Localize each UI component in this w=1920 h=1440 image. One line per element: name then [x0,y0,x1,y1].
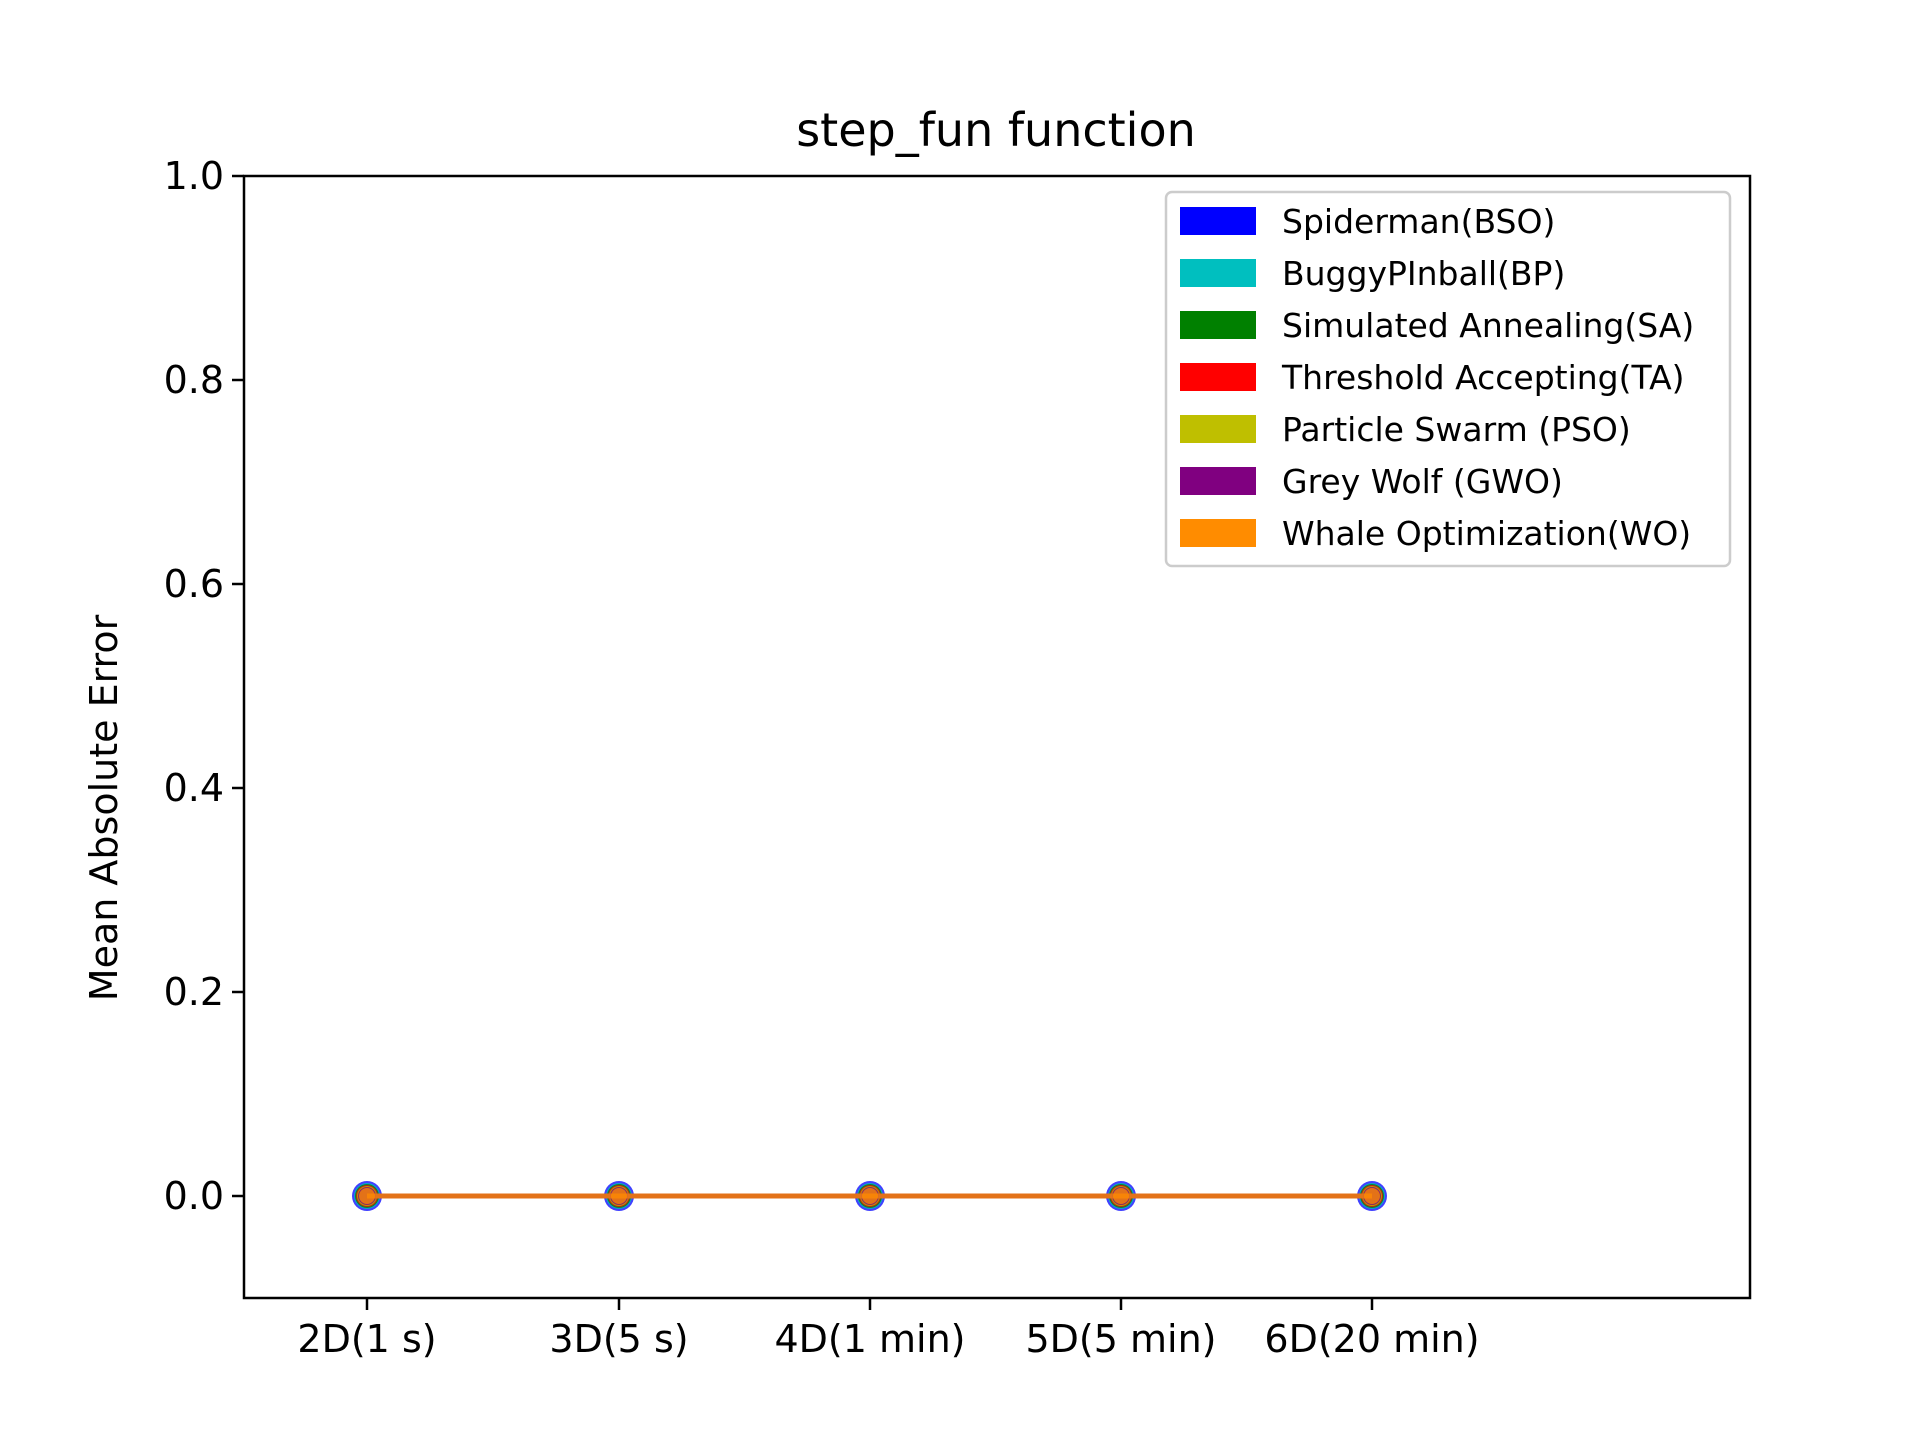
x-tick-label: 5D(5 min) [1025,1317,1216,1361]
legend-swatch [1180,259,1256,287]
chart-title: step_fun function [796,103,1196,157]
legend-box [1164,190,1732,568]
x-tick-label: 4D(1 min) [774,1317,965,1361]
legend-swatch [1180,467,1256,495]
legend-swatch [1180,415,1256,443]
data-point [862,1188,878,1204]
x-tick-label: 6D(20 min) [1264,1317,1479,1361]
y-tick-label: 0.0 [164,1174,224,1218]
legend-label: Particle Swarm (PSO) [1282,410,1631,449]
x-tick-label: 2D(1 s) [297,1317,436,1361]
legend-swatch [1180,363,1256,391]
data-point [611,1188,627,1204]
legend: Spiderman(BSO) BuggyPInball(BP) Simulated … [1164,190,1732,568]
y-tick-label: 0.8 [164,358,224,402]
y-tick-label: 0.2 [164,970,224,1014]
series-7 [359,1188,1380,1204]
plot-frame [242,174,1752,1300]
data-point [1113,1188,1129,1204]
legend-swatch [1180,519,1256,547]
y-tick-label: 0.4 [164,766,224,810]
data-point [1364,1188,1380,1204]
legend-label: Spiderman(BSO) [1282,202,1555,241]
y-axis-label: Mean Absolute Error [82,614,126,1001]
legend-label: Grey Wolf (GWO) [1282,462,1563,501]
legend-swatch [1180,207,1256,235]
y-tick-label: 0.6 [164,562,224,606]
legend-swatch [1180,311,1256,339]
legend-label: Threshold Accepting(TA) [1281,358,1685,397]
legend-label: Simulated Annealing(SA) [1282,306,1694,345]
y-tick-label: 1.0 [164,154,224,198]
axis-ticks: 0.0 0.2 0.4 0.6 0.8 1.0 2D(1 s) 3D(5 s) 4D(1 min… [164,154,1480,1361]
legend-label: Whale Optimization(WO) [1282,514,1691,553]
x-tick-label: 3D(5 s) [549,1317,688,1361]
legend-label: BuggyPInball(BP) [1282,254,1565,293]
series-layer [352,1181,1387,1211]
data-point [359,1188,375,1204]
